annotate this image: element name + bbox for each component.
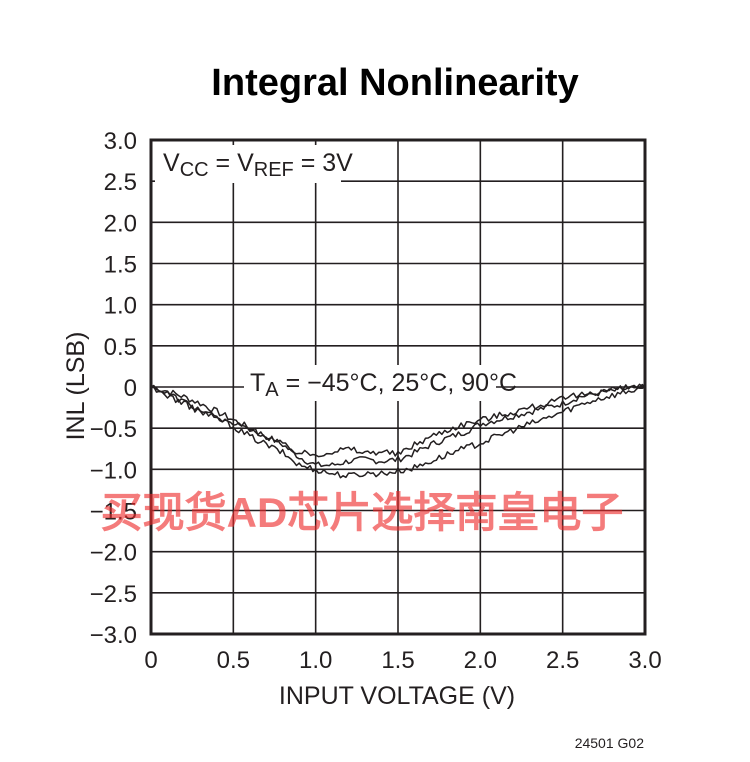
x-tick-label: 3.0 bbox=[628, 647, 661, 674]
y-tick-label: 2.0 bbox=[104, 210, 137, 237]
inl-trace-1 bbox=[150, 383, 646, 468]
inl-trace-3 bbox=[150, 384, 646, 458]
y-tick-label: 0 bbox=[124, 375, 137, 402]
y-tick-label: −0.5 bbox=[90, 416, 137, 443]
y-tick-label: 1.5 bbox=[104, 252, 137, 279]
x-tick-label: 1.0 bbox=[299, 647, 332, 674]
inl-traces bbox=[150, 383, 646, 479]
x-tick-label: 2.0 bbox=[464, 647, 497, 674]
y-tick-label: 1.0 bbox=[104, 293, 137, 320]
x-axis-label: INPUT VOLTAGE (V) bbox=[279, 682, 515, 710]
y-tick-label: −1.5 bbox=[90, 499, 137, 526]
x-tick-label: 2.5 bbox=[546, 647, 579, 674]
y-tick-labels: 3.0 2.5 2.0 1.5 1.0 0.5 0 −0.5 −1.0 −1.5 −2.0 −2.5 −… bbox=[90, 128, 137, 649]
y-tick-label: −1.0 bbox=[90, 457, 137, 484]
watermark: 买现货AD芯片选择南皇电子 bbox=[101, 489, 624, 536]
x-tick-labels: 0 0.5 1.0 1.5 2.0 2.5 3.0 bbox=[144, 647, 661, 674]
y-tick-label: −2.0 bbox=[90, 540, 137, 567]
temperature-annotation-group: TA = −45°C, 25°C, 90°C bbox=[244, 365, 517, 401]
x-tick-label: 1.5 bbox=[381, 647, 414, 674]
condition-annotation: VCC = VREF = 3V bbox=[163, 149, 353, 181]
chart-title: Integral Nonlinearity bbox=[211, 62, 578, 104]
figure-id: 24501 G02 bbox=[575, 735, 644, 751]
x-tick-label: 0 bbox=[144, 647, 157, 674]
y-tick-label: −3.0 bbox=[90, 622, 137, 649]
y-axis-label: INL (LSB) bbox=[62, 332, 90, 441]
temperature-annotation: TA = −45°C, 25°C, 90°C bbox=[250, 369, 517, 401]
x-tick-label: 0.5 bbox=[217, 647, 250, 674]
y-tick-label: −2.5 bbox=[90, 581, 137, 608]
y-tick-label: 3.0 bbox=[104, 128, 137, 155]
y-tick-label: 2.5 bbox=[104, 169, 137, 196]
inl-trace-2 bbox=[150, 383, 646, 479]
y-tick-label: 0.5 bbox=[104, 334, 137, 361]
condition-annotation-group: VCC = VREF = 3V bbox=[155, 145, 353, 183]
plot-frame bbox=[149, 138, 647, 636]
